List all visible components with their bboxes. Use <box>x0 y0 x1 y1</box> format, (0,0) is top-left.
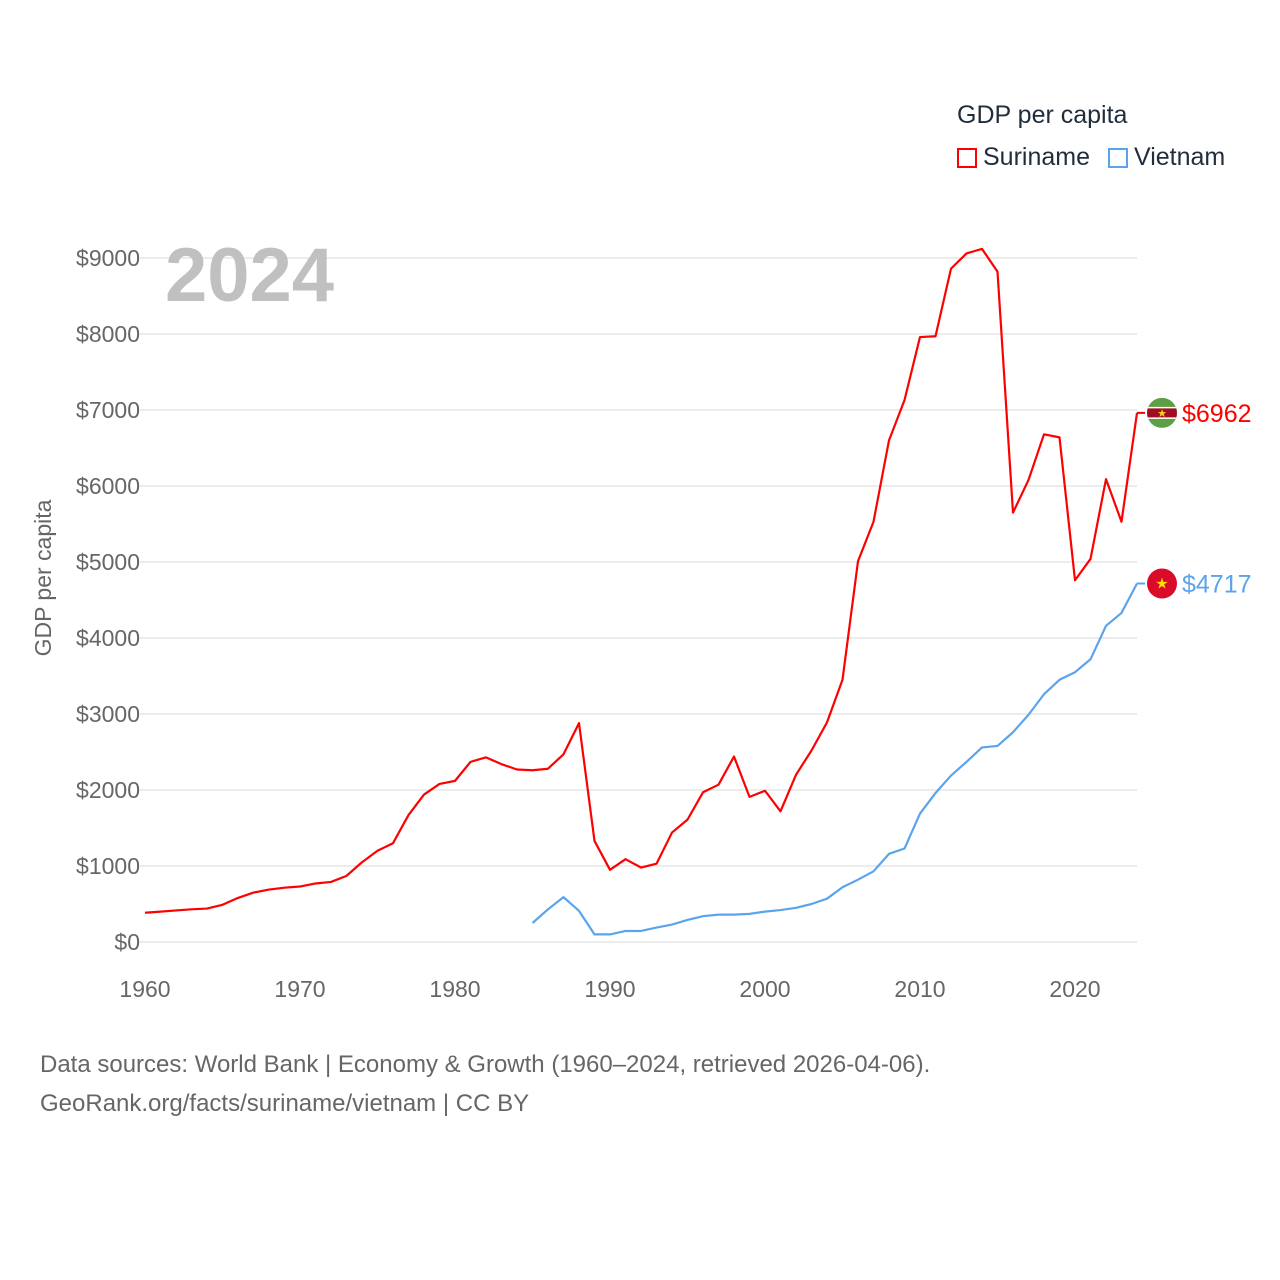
x-tick-label: 2020 <box>1049 976 1100 1002</box>
data-sources: Data sources: World Bank | Economy & Gro… <box>40 1051 931 1078</box>
legend: Suriname Vietnam <box>957 143 1225 172</box>
vietnam-flag-icon: ★ <box>1147 568 1177 599</box>
x-tick-label: 2010 <box>894 976 945 1002</box>
x-tick-label: 2000 <box>739 976 790 1002</box>
suriname-end-label: $6962 <box>1182 400 1252 428</box>
vietnam-swatch <box>1108 147 1128 168</box>
vietnam-end-label: $4717 <box>1182 571 1252 599</box>
suriname-flag-icon: ★ <box>1147 397 1177 428</box>
legend-item-vietnam[interactable]: Vietnam <box>1108 143 1225 172</box>
y-axis-label: GDP per capita <box>30 499 56 656</box>
y-tick-label: $6000 <box>76 473 140 499</box>
source-link[interactable]: GeoRank.org/facts/suriname/vietnam | CC … <box>40 1090 530 1117</box>
legend-label: Vietnam <box>1134 143 1226 171</box>
y-tick-label: $1000 <box>76 853 140 879</box>
svg-text:★: ★ <box>1155 575 1168 593</box>
legend-title: GDP per capita <box>957 101 1128 129</box>
y-tick-label: $5000 <box>76 549 140 575</box>
y-tick-label: $4000 <box>76 625 140 651</box>
year-watermark: 2024 <box>165 233 334 318</box>
footer: Data sources: World Bank | Economy & Gro… <box>40 1045 930 1123</box>
legend-item-suriname[interactable]: Suriname <box>957 143 1090 172</box>
vietnam-line <box>531 582 1138 936</box>
y-tick-label: $2000 <box>76 777 140 803</box>
x-tick-label: 1960 <box>119 976 170 1002</box>
x-tick-label: 1970 <box>274 976 325 1002</box>
legend-label: Suriname <box>983 143 1090 171</box>
x-tick-label: 1990 <box>584 976 635 1002</box>
svg-text:★: ★ <box>1157 407 1167 420</box>
suriname-swatch <box>957 147 977 168</box>
suriname-line <box>144 247 1139 914</box>
y-tick-label: $3000 <box>76 701 140 727</box>
x-tick-label: 1980 <box>429 976 480 1002</box>
y-tick-label: $7000 <box>76 397 140 423</box>
y-tick-label: $9000 <box>76 245 140 271</box>
y-tick-label: $0 <box>114 929 140 955</box>
y-tick-label: $8000 <box>76 321 140 347</box>
